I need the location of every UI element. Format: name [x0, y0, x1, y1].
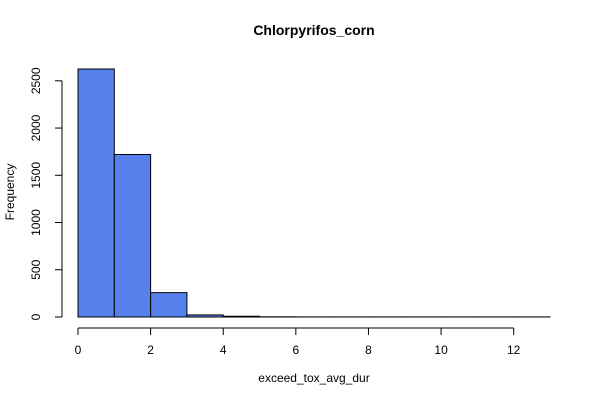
x-tick-label: 8: [365, 343, 372, 357]
histogram-bar: [186, 314, 224, 318]
y-tick-label: 0: [29, 313, 43, 320]
chart-title: Chlorpyrifos_corn: [253, 22, 374, 38]
x-tick-label: 2: [147, 343, 154, 357]
y-tick-label: 2500: [29, 67, 43, 94]
x-tick-label: 10: [434, 343, 448, 357]
x-tick-label: 4: [220, 343, 227, 357]
bars-group: [77, 68, 551, 318]
histogram-bar: [150, 292, 188, 318]
histogram-bar: [222, 315, 261, 318]
histogram-bar: [77, 68, 115, 318]
x-tick-label: 12: [507, 343, 521, 357]
y-tick-label: 500: [29, 259, 43, 279]
y-axis: 0 500 1000 1500 2000 2500: [29, 67, 63, 320]
histogram-bar: [113, 154, 152, 318]
y-axis-label: Frequency: [3, 164, 17, 221]
x-tick-label: 6: [293, 343, 300, 357]
x-tick-label: 0: [75, 343, 82, 357]
y-tick-label: 2000: [29, 114, 43, 141]
y-tick-label: 1000: [29, 209, 43, 236]
x-axis: 0 2 4 6 8 10 12: [75, 327, 521, 357]
y-tick-label: 1500: [29, 162, 43, 189]
x-axis-label: exceed_tox_avg_dur: [258, 371, 369, 385]
